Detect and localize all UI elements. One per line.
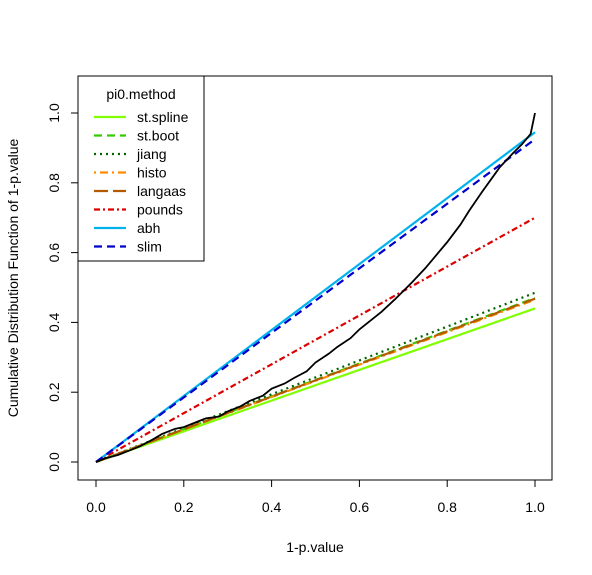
legend-box <box>77 75 205 262</box>
legend-label-histo: histo <box>137 165 167 181</box>
y-tick-label: 1.0 <box>46 103 62 123</box>
legend-title: pi0.method <box>106 86 175 102</box>
ecdf-line <box>95 112 536 463</box>
y-tick-label: 0.0 <box>46 452 62 472</box>
legend-label-slim: slim <box>137 239 162 255</box>
y-tick-label: 0.2 <box>46 382 62 402</box>
legend-label-langaas: langaas <box>137 183 186 199</box>
legend-label-st-spline: st.spline <box>137 109 189 125</box>
x-tick-label: 1.0 <box>525 499 545 515</box>
y-tick-label: 0.4 <box>46 312 62 332</box>
x-axis-label: 1-p.value <box>286 539 344 555</box>
legend-label-pounds: pounds <box>137 202 183 218</box>
legend-label-st-boot: st.boot <box>137 128 179 144</box>
legend: pi0.method st.spline st.boot jiang histo lan… <box>77 75 205 262</box>
legend-label-abh: abh <box>137 220 160 236</box>
x-tick-label: 0.0 <box>86 499 106 515</box>
x-tick-label: 0.2 <box>174 499 194 515</box>
x-tick-label: 0.6 <box>350 499 370 515</box>
y-tick-label: 0.6 <box>46 243 62 263</box>
x-tick-label: 0.4 <box>262 499 282 515</box>
y-tick-label: 0.8 <box>46 173 62 193</box>
x-tick-label: 0.8 <box>437 499 457 515</box>
y-axis-label: Cumulative Distribution Function of 1-p.… <box>5 138 21 417</box>
x-axis: 0.0 0.2 0.4 0.6 0.8 1.0 <box>86 479 545 515</box>
series-line-st-spline <box>95 307 536 464</box>
y-axis: 0.0 0.2 0.4 0.6 0.8 1.0 <box>46 103 79 472</box>
series-line-langaas <box>95 297 536 464</box>
legend-label-jiang: jiang <box>136 146 167 162</box>
series-lines <box>95 112 536 464</box>
